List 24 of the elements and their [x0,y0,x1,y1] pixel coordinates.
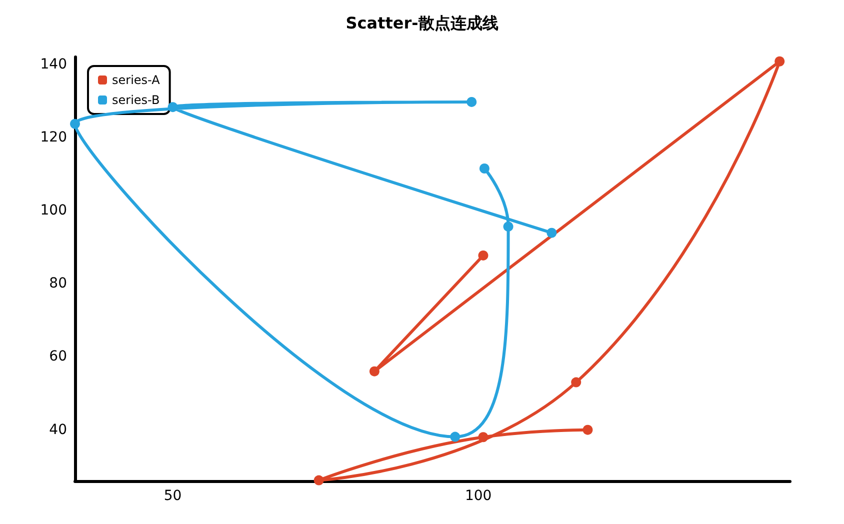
y-tick-label: 60 [49,348,67,365]
point [774,56,785,66]
point [478,250,488,260]
point [582,424,593,435]
point [478,432,488,442]
point [546,228,557,238]
y-tick-label: 80 [49,276,67,292]
point [466,96,477,107]
point [70,118,80,129]
point [571,377,582,388]
legend-label: series-B [112,93,160,107]
y-tick-label: 100 [40,202,67,219]
point [369,366,380,376]
point [450,432,460,442]
y-tick-label: 120 [40,129,67,146]
point [479,163,490,174]
x-tick-label: 50 [164,488,182,504]
point [168,102,178,112]
point [314,475,324,486]
legend-label: series-A [112,73,161,87]
y-tick-label: 140 [40,56,67,72]
y-tick-label: 40 [49,422,67,438]
point [503,222,514,232]
chart-title: Scatter-散点连成线 [346,14,498,32]
